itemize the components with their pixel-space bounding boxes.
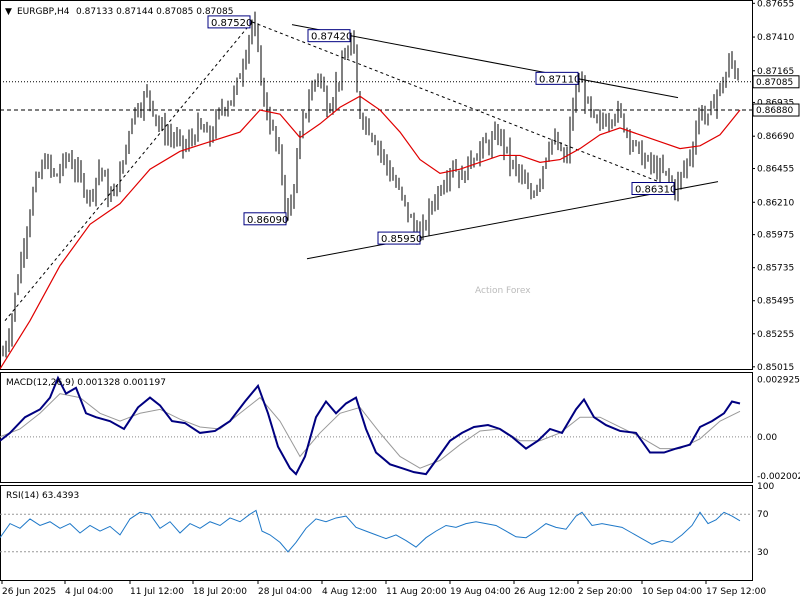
trendlines-layer (4, 21, 719, 322)
x-tick-label: 4 Aug 12:00 (322, 587, 377, 597)
swing-label-box (377, 231, 421, 245)
trendline-solid (291, 24, 679, 99)
price-tick-label: 0.85255 (757, 330, 794, 340)
macd-line (0, 375, 741, 476)
price-tick-label: 0.87655 (757, 0, 794, 9)
x-tick-label: 17 Sep 12:00 (706, 587, 766, 597)
price-tick-label: 0.86690 (757, 132, 794, 142)
price-tick-label: 0.85975 (757, 231, 794, 241)
x-tick-label: 10 Sep 04:00 (642, 587, 702, 597)
price-labels-layer: 0.87520 0.87420 0.87110 0.86090 0.85950 0.863… (207, 15, 676, 245)
x-tick-label: 26 Jun 2025 (2, 587, 56, 597)
macd-tick-label: -0.002002 (757, 472, 800, 482)
swing-label-box (631, 182, 675, 196)
current-price-label: 0.87085 (756, 78, 793, 88)
price-tick-label: 0.86455 (757, 165, 794, 175)
rsi-tick-label: 100 (757, 482, 774, 492)
x-tick-label: 26 Aug 12:00 (514, 587, 575, 597)
ohlc-readout: 0.87133 0.87144 0.87085 0.87085 (76, 7, 233, 17)
main-pane-frame (0, 0, 753, 370)
swing-label-box (243, 212, 287, 226)
macd-title: MACD(12,26,9) 0.001328 0.001197 (6, 378, 166, 388)
x-tick-label: 11 Jul 12:00 (130, 587, 184, 597)
price-tick-label: 0.86210 (757, 198, 794, 208)
symbol-title: EURGBP,H4 (17, 7, 70, 17)
trendline-dashed (251, 21, 677, 189)
swing-label-box (307, 29, 351, 43)
x-tick-label: 11 Aug 20:00 (386, 587, 447, 597)
price-tick-label: 0.87165 (757, 67, 794, 77)
support-price-box (752, 103, 800, 117)
current-price-box (752, 75, 800, 89)
collapse-arrow-icon[interactable]: ▼ (5, 7, 12, 17)
swing-label: 0.87520 (211, 18, 252, 29)
macd-signal-line (0, 393, 741, 469)
swing-label: 0.87420 (311, 32, 352, 43)
price-tick-label: 0.87410 (757, 33, 794, 43)
x-tick-label: 2 Sep 20:00 (578, 587, 633, 597)
price-tick-label: 0.86935 (757, 98, 794, 108)
macd-pane-frame (0, 372, 753, 483)
rsi-pane-frame (0, 485, 753, 581)
x-tick-label: 28 Jul 04:00 (258, 587, 312, 597)
price-tick-label: 0.85015 (757, 363, 794, 373)
x-tick-label: 18 Jul 20:00 (193, 587, 247, 597)
swing-label-box (207, 15, 251, 29)
x-tick-label: 19 Aug 04:00 (450, 587, 511, 597)
macd-tick-label: 0.00 (757, 433, 777, 443)
swing-label: 0.86310 (635, 185, 676, 196)
rsi-title: RSI(14) 63.4393 (6, 491, 79, 501)
swing-label: 0.87110 (539, 74, 580, 85)
macd-tick-label: 0.002925 (757, 375, 800, 385)
moving-average-line (0, 95, 741, 370)
rsi-tick-label: 70 (757, 510, 769, 520)
trendline-dashed (4, 21, 253, 322)
macd-layer (0, 375, 752, 476)
rsi-tick-label: 30 (757, 548, 769, 558)
candles-layer (2, 11, 739, 358)
moving-average-layer (0, 95, 741, 370)
rsi-line (0, 509, 741, 553)
rsi-layer (0, 509, 752, 553)
swing-label: 0.85950 (381, 234, 422, 245)
grid-layer (0, 81, 752, 111)
price-tick-label: 0.85735 (757, 264, 794, 274)
support-price-label: 0.86880 (756, 106, 793, 116)
price-tick-label: 0.85495 (757, 297, 794, 307)
watermark: Action Forex (475, 286, 531, 296)
swing-label: 0.86090 (247, 215, 288, 226)
x-tick-label: 4 Jul 04:00 (65, 587, 114, 597)
swing-label-box (535, 71, 579, 85)
